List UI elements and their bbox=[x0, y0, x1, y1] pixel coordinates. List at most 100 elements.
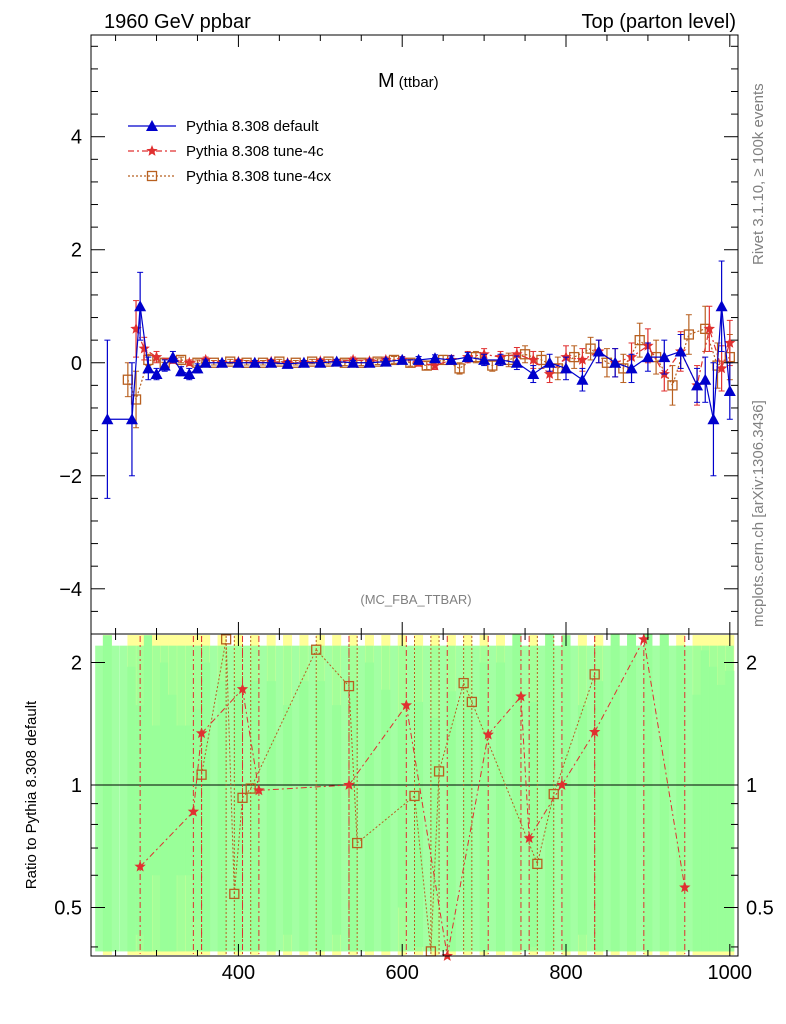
data-point-default bbox=[609, 356, 622, 368]
ratio-band-fill bbox=[193, 645, 202, 952]
data-point-default bbox=[142, 362, 155, 374]
ratio-connector bbox=[250, 649, 317, 789]
ratio-connector bbox=[405, 705, 448, 957]
data-point-tune4c bbox=[150, 351, 163, 362]
data-point-default bbox=[265, 356, 278, 368]
ratio-band-fill bbox=[283, 645, 292, 952]
data-point-tune4c bbox=[130, 322, 142, 334]
data-point-tune4c bbox=[543, 368, 556, 379]
ratio-point bbox=[679, 881, 691, 893]
ratio-band-fill bbox=[177, 645, 186, 952]
ratio-band-fill bbox=[226, 645, 235, 952]
ratio-band-fill bbox=[643, 645, 652, 952]
axis-ticks bbox=[91, 35, 738, 956]
data-point-tune4cx bbox=[618, 363, 629, 374]
ratio-y-tick-label: 0.5 bbox=[54, 897, 82, 919]
data-point-tune4cx bbox=[536, 354, 547, 366]
ratio-point bbox=[638, 633, 650, 645]
ratio-y-tick-label-right: 0.5 bbox=[746, 897, 774, 919]
x-tick-label: 1000 bbox=[708, 962, 753, 984]
ratio-band-fill bbox=[185, 645, 194, 952]
legend-label-tune4c: Pythia 8.308 tune-4c bbox=[186, 143, 324, 160]
data-point-default bbox=[150, 368, 163, 380]
ratio-connector bbox=[561, 731, 596, 786]
data-point-default bbox=[166, 351, 179, 363]
ratio-connector bbox=[258, 784, 350, 791]
ratio-connector bbox=[201, 639, 227, 775]
ratio-connector bbox=[446, 734, 489, 957]
data-point-default bbox=[134, 300, 147, 312]
ratio-band-fill bbox=[586, 645, 595, 952]
ratio-band-fill bbox=[512, 645, 521, 952]
ratio-band-fill bbox=[160, 645, 169, 952]
ratio-band-fill bbox=[652, 645, 661, 952]
data-point-default bbox=[723, 385, 736, 397]
ratio-band-fill bbox=[717, 645, 726, 952]
y-tick-label: −2 bbox=[59, 466, 82, 488]
data-point-tune4cx bbox=[519, 349, 531, 360]
y-tick-label: 0 bbox=[71, 353, 82, 375]
data-point-default bbox=[445, 353, 458, 365]
ratio-band-fill bbox=[725, 645, 734, 952]
legend-marker-tune4c bbox=[146, 145, 158, 156]
ratio-band-fill bbox=[578, 645, 587, 952]
data-point-default bbox=[347, 356, 360, 368]
ratio-connector bbox=[315, 649, 350, 687]
data-point-default bbox=[191, 362, 204, 374]
ratio-band-fill bbox=[471, 645, 480, 952]
ratio-point bbox=[236, 683, 249, 694]
ratio-lines bbox=[91, 633, 738, 961]
ratio-band-fill bbox=[95, 645, 104, 952]
data-point-tune4cx bbox=[552, 363, 563, 374]
data-point-default bbox=[527, 368, 540, 380]
data-point-default bbox=[592, 345, 605, 357]
ratio-point bbox=[466, 696, 477, 708]
data-point-tune4cx bbox=[569, 351, 580, 363]
ratio-band-fill bbox=[455, 645, 464, 952]
data-point-default bbox=[699, 373, 712, 385]
legend: Pythia 8.308 default Pythia 8.308 tune-4… bbox=[128, 118, 332, 185]
ratio-connector bbox=[438, 682, 465, 772]
data-point-default bbox=[297, 356, 310, 368]
ratio-band-fill bbox=[250, 645, 259, 952]
ratio-point bbox=[458, 677, 469, 689]
ratio-connector bbox=[356, 795, 415, 844]
ratio-y-tick-label-right: 1 bbox=[746, 775, 757, 797]
data-point-default bbox=[379, 355, 392, 367]
ratio-band-fill bbox=[340, 645, 349, 952]
ratio-band-fill bbox=[521, 645, 530, 952]
ratio-point bbox=[433, 766, 445, 777]
ratio-band-fill bbox=[357, 645, 366, 952]
data-point-default bbox=[330, 355, 343, 367]
ratio-connector bbox=[192, 733, 203, 812]
ratio-point bbox=[400, 699, 412, 711]
ratio-band-fill bbox=[127, 645, 136, 952]
data-point-tune4cx bbox=[454, 363, 465, 374]
data-point-tune4cx bbox=[667, 380, 678, 391]
data-point-default bbox=[216, 356, 229, 368]
x-tick-label: 800 bbox=[549, 962, 582, 984]
ratio-band-fill bbox=[684, 645, 693, 952]
ratio-band-fill bbox=[463, 645, 472, 952]
mcplots-label: mcplots.cern.ch [arXiv:1306.3436] bbox=[750, 400, 767, 627]
ratio-band-fill bbox=[693, 645, 702, 952]
ratio-frame bbox=[90, 633, 739, 957]
ratio-band-fill bbox=[381, 645, 390, 952]
ratio-band-fill bbox=[316, 645, 325, 952]
ratio-y-tick-label-right: 2 bbox=[746, 653, 757, 675]
ratio-band-fill bbox=[422, 645, 431, 952]
data-point-default bbox=[248, 356, 261, 368]
ratio-band-fill bbox=[635, 645, 644, 952]
ratio-band-fill bbox=[537, 645, 546, 952]
ratio-band-fill bbox=[152, 645, 161, 952]
ratio-band-fill bbox=[709, 645, 718, 952]
ratio-band-fill bbox=[144, 645, 153, 952]
ratio-band-fill bbox=[103, 645, 112, 952]
ratio-connector bbox=[233, 797, 244, 894]
legend-marker-default bbox=[146, 120, 158, 131]
data-point-default bbox=[428, 352, 441, 364]
data-point-tune4cx bbox=[470, 351, 482, 363]
ratio-band-fill bbox=[611, 645, 620, 952]
data-point-tune4c bbox=[724, 337, 736, 348]
data-point-tune4cx bbox=[683, 329, 695, 340]
